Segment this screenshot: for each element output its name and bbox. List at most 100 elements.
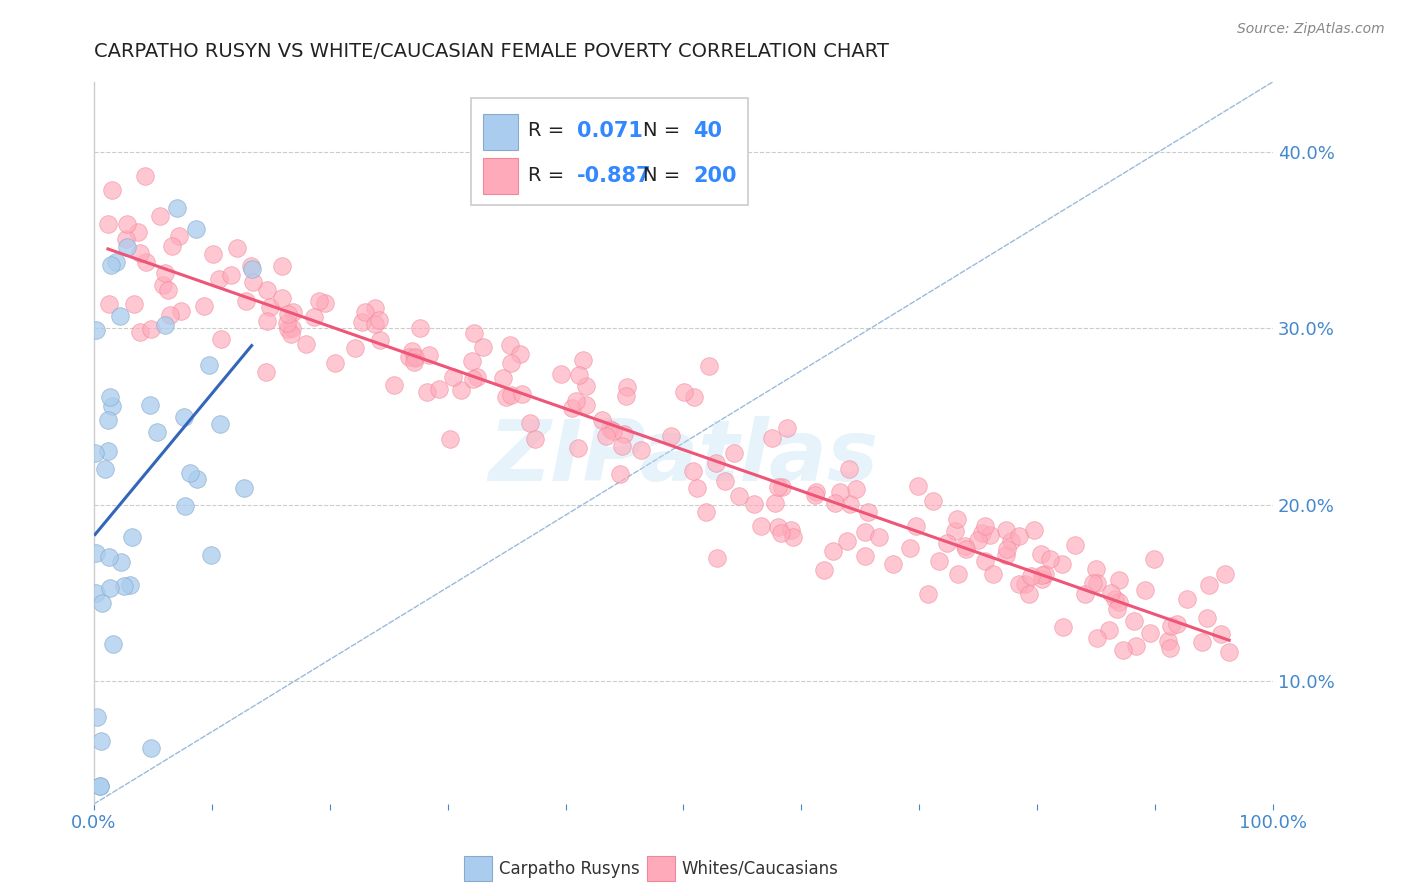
Point bbox=[409, 320, 432, 334]
Point bbox=[156, 284, 179, 298]
Point bbox=[1098, 623, 1121, 637]
Point bbox=[170, 303, 193, 318]
Text: R =: R = bbox=[527, 121, 564, 140]
Text: 200: 200 bbox=[693, 166, 737, 186]
Point bbox=[100, 258, 122, 272]
Point bbox=[323, 356, 346, 370]
Point bbox=[804, 488, 827, 502]
Point bbox=[153, 318, 176, 332]
Point bbox=[945, 524, 967, 538]
Point bbox=[364, 301, 387, 315]
FancyBboxPatch shape bbox=[484, 158, 519, 194]
Point bbox=[101, 400, 124, 414]
Point bbox=[115, 217, 138, 231]
Point bbox=[572, 353, 595, 368]
Point bbox=[427, 382, 450, 396]
Point bbox=[232, 481, 254, 495]
Point bbox=[314, 295, 336, 310]
Point bbox=[973, 519, 995, 533]
Point bbox=[98, 390, 121, 404]
Point bbox=[824, 495, 846, 509]
Point bbox=[994, 548, 1017, 562]
Point bbox=[761, 431, 783, 445]
Point bbox=[1074, 587, 1097, 601]
Point bbox=[917, 587, 939, 601]
Point bbox=[1021, 569, 1043, 583]
Point bbox=[295, 336, 318, 351]
Point bbox=[208, 271, 231, 285]
Point bbox=[398, 350, 420, 364]
Point bbox=[1166, 617, 1188, 632]
Point bbox=[302, 310, 325, 324]
Point bbox=[104, 255, 127, 269]
Point bbox=[84, 586, 107, 600]
Point bbox=[568, 368, 591, 382]
Point bbox=[280, 327, 302, 342]
Point bbox=[613, 427, 636, 442]
Point bbox=[995, 523, 1018, 537]
Point bbox=[1031, 568, 1053, 582]
Point bbox=[922, 494, 945, 508]
Point bbox=[242, 275, 264, 289]
Point bbox=[904, 519, 927, 533]
Point bbox=[567, 442, 589, 456]
Point bbox=[1039, 552, 1062, 566]
Point bbox=[610, 439, 633, 453]
Point bbox=[441, 370, 464, 384]
Point bbox=[129, 246, 152, 260]
Point bbox=[135, 255, 157, 269]
Point bbox=[780, 523, 803, 537]
Point bbox=[110, 555, 132, 569]
Point bbox=[697, 359, 720, 373]
Point bbox=[139, 398, 162, 412]
Point bbox=[966, 533, 988, 548]
Point bbox=[804, 484, 827, 499]
Point bbox=[221, 268, 243, 282]
Point bbox=[1085, 562, 1108, 576]
Point bbox=[186, 472, 208, 486]
Point bbox=[995, 541, 1018, 556]
Point bbox=[749, 518, 772, 533]
Point bbox=[404, 350, 426, 364]
Point bbox=[763, 496, 786, 510]
Point bbox=[1029, 547, 1052, 561]
Point bbox=[728, 489, 751, 503]
Point bbox=[254, 366, 277, 380]
Text: N =: N = bbox=[644, 121, 681, 140]
Point bbox=[239, 259, 262, 273]
Point bbox=[1099, 586, 1122, 600]
Point bbox=[1064, 538, 1087, 552]
Point bbox=[682, 464, 704, 478]
Point bbox=[160, 238, 183, 252]
Point bbox=[281, 305, 304, 319]
Point bbox=[1160, 618, 1182, 632]
Text: N =: N = bbox=[644, 166, 681, 186]
Point bbox=[124, 297, 146, 311]
Point bbox=[1157, 633, 1180, 648]
Point bbox=[1108, 595, 1130, 609]
Point bbox=[167, 228, 190, 243]
Point bbox=[927, 554, 949, 568]
Point bbox=[1139, 625, 1161, 640]
Point bbox=[465, 370, 488, 384]
Point bbox=[173, 410, 195, 425]
Point bbox=[595, 429, 617, 443]
Text: Source: ZipAtlas.com: Source: ZipAtlas.com bbox=[1237, 22, 1385, 37]
Point bbox=[416, 385, 439, 400]
Point bbox=[495, 390, 517, 404]
Point bbox=[1008, 577, 1031, 591]
Point bbox=[907, 479, 929, 493]
Point bbox=[1133, 583, 1156, 598]
Point bbox=[955, 542, 977, 557]
Point bbox=[121, 530, 143, 544]
Text: ZIPatlas: ZIPatlas bbox=[488, 416, 879, 499]
Point bbox=[200, 549, 222, 563]
Point bbox=[271, 291, 294, 305]
FancyBboxPatch shape bbox=[484, 113, 519, 150]
Point bbox=[343, 341, 366, 355]
Point bbox=[704, 456, 727, 470]
Point bbox=[775, 420, 797, 434]
Point bbox=[1123, 615, 1146, 629]
Point bbox=[853, 549, 876, 564]
Point bbox=[868, 530, 890, 544]
